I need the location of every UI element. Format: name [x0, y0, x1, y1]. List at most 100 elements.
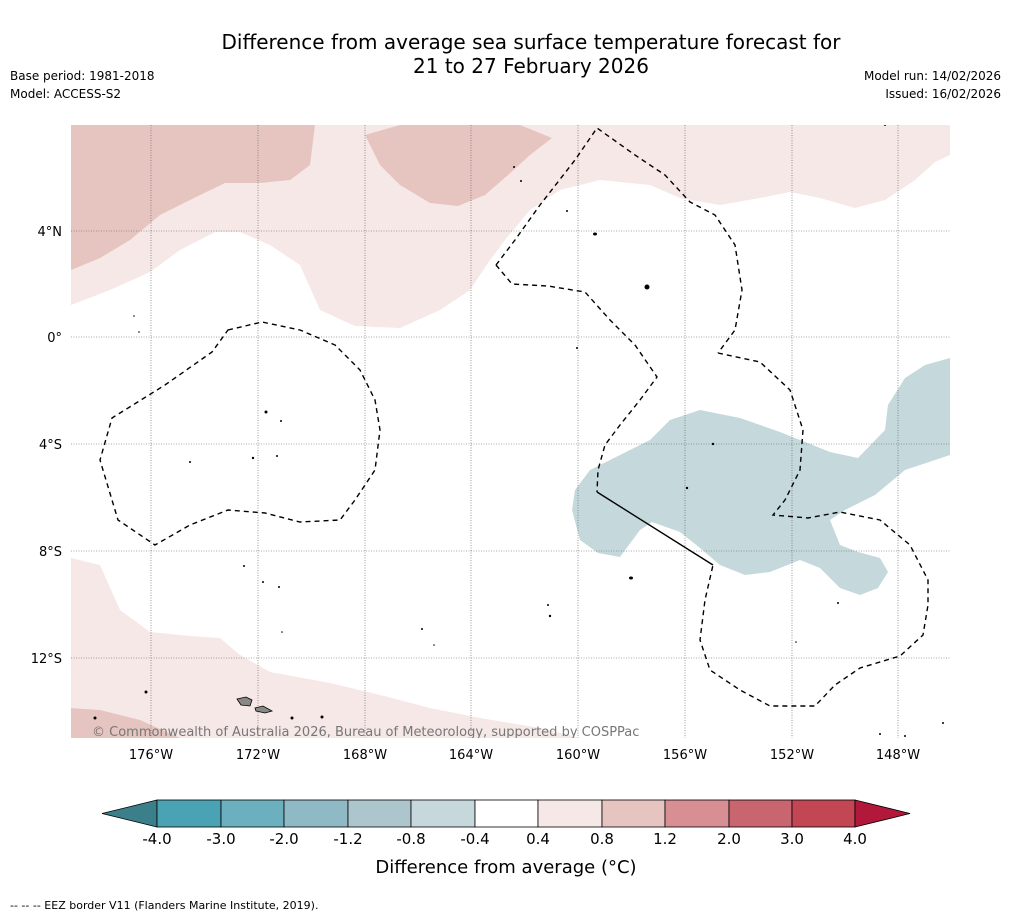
island: [593, 232, 597, 236]
islands: [93, 125, 944, 737]
island: [644, 284, 650, 290]
colorbar-segment: [347, 799, 412, 828]
lon-label: 168°W: [343, 748, 387, 763]
lat-label: 8°S: [39, 545, 62, 560]
copyright-text: © Commonwealth of Australia 2026, Bureau…: [92, 725, 639, 740]
eez-border-west: [99, 321, 381, 546]
island: [251, 456, 255, 460]
island: [421, 628, 423, 630]
longitude-labels: 176°W 172°W 168°W 164°W 160°W 156°W 152°…: [129, 748, 920, 763]
colorbar-min-arrow: [101, 799, 158, 828]
meta-right: Model run: 14/02/2026 Issued: 16/02/2026: [864, 67, 1001, 103]
island: [320, 715, 324, 719]
island: [685, 486, 689, 490]
title-line-2: 21 to 27 February 2026: [413, 54, 649, 78]
warm-anomaly-north-central: [365, 125, 552, 206]
island: [189, 461, 191, 463]
eez-border-central-south: [495, 264, 658, 493]
graticule: [71, 125, 950, 738]
colorbar-tick: -1.2: [333, 830, 362, 848]
boundary-line-solid: [596, 491, 714, 566]
colorbar-tick: 2.0: [717, 830, 741, 848]
island: [795, 641, 797, 643]
colorbar-label: Difference from average (°C): [375, 857, 636, 878]
colorbar-segment: [474, 799, 539, 828]
lon-label: 176°W: [129, 748, 173, 763]
lat-label: 12°S: [31, 652, 62, 667]
lon-label: 156°W: [663, 748, 707, 763]
island: [520, 180, 522, 182]
colorbar-tick: -3.0: [206, 830, 235, 848]
map-area: © Commonwealth of Australia 2026, Bureau…: [71, 125, 950, 740]
island: [138, 331, 140, 333]
colorbar-segment: [791, 799, 856, 828]
colorbar: -4.0 -3.0 -2.0 -1.2 -0.8 -0.4 0.4 0.8 1.…: [101, 799, 911, 878]
island: [884, 125, 886, 126]
colorbar-max-arrow: [854, 799, 911, 828]
island: [942, 722, 944, 724]
cool-anomaly-east: [572, 358, 950, 595]
colorbar-segment: [283, 799, 349, 828]
island: [547, 604, 549, 606]
colorbar-tick: -4.0: [142, 830, 171, 848]
island: [276, 455, 278, 457]
colorbar-tick: 0.4: [526, 830, 550, 848]
island: [243, 565, 245, 567]
eez-border-east: [699, 352, 929, 707]
lon-label: 160°W: [556, 748, 600, 763]
model-run: Model run: 14/02/2026: [863, 69, 1001, 83]
warm-anomaly-southwest-light: [71, 558, 580, 738]
colorbar-tick: -2.0: [269, 830, 298, 848]
colorbar-segment: [537, 799, 603, 828]
colorbar-tick: 4.0: [843, 830, 867, 848]
colorbar-segment: [156, 799, 222, 828]
island: [144, 690, 148, 694]
island: [513, 166, 515, 168]
island: [262, 581, 264, 583]
warm-anomaly-northwest: [71, 125, 315, 270]
island: [711, 442, 715, 446]
samoa-island-savaii: [254, 705, 274, 714]
title-line-1: Difference from average sea surface temp…: [221, 30, 841, 54]
island: [290, 716, 294, 720]
base-period: Base period: 1981-2018: [10, 69, 155, 83]
colorbar-tick: -0.8: [396, 830, 425, 848]
island: [264, 410, 268, 414]
colorbar-tick: 0.8: [590, 830, 614, 848]
warm-anomaly-southwest-mid: [71, 708, 180, 738]
eez-border-central: [495, 127, 743, 354]
meta-left: Base period: 1981-2018 Model: ACCESS-S2: [10, 67, 155, 103]
island: [566, 210, 568, 212]
island: [629, 576, 633, 580]
colorbar-ticks: -4.0 -3.0 -2.0 -1.2 -0.8 -0.4 0.4 0.8 1.…: [142, 830, 867, 848]
island: [133, 315, 135, 317]
colorbar-tick: 3.0: [780, 830, 804, 848]
latitude-labels: 4°N 0° 4°S 8°S 12°S: [31, 225, 62, 667]
island: [879, 733, 881, 735]
chart-title: Difference from average sea surface temp…: [0, 30, 1011, 78]
island: [837, 602, 839, 604]
island: [576, 347, 578, 349]
colorbar-segment: [601, 799, 666, 828]
colorbar-tick: -0.4: [460, 830, 489, 848]
island: [548, 614, 552, 618]
model-name: Model: ACCESS-S2: [10, 87, 122, 101]
lat-label: 4°N: [38, 225, 63, 240]
footnote-eez: -- -- -- EEZ border V11 (Flanders Marine…: [10, 899, 319, 912]
lat-label: 4°S: [39, 438, 62, 453]
island: [281, 631, 283, 633]
island: [278, 586, 280, 588]
colorbar-tick: 1.2: [653, 830, 677, 848]
lon-label: 152°W: [770, 748, 814, 763]
colorbar-segment: [410, 799, 476, 828]
colorbar-segment: [664, 799, 730, 828]
colorbar-segment: [728, 799, 793, 828]
lon-label: 164°W: [449, 748, 493, 763]
samoa-island-upolu: [236, 696, 253, 707]
lat-label: 0°: [47, 331, 62, 346]
colorbar-segment: [220, 799, 285, 828]
island: [433, 644, 435, 646]
island: [280, 420, 282, 422]
island: [904, 735, 906, 737]
